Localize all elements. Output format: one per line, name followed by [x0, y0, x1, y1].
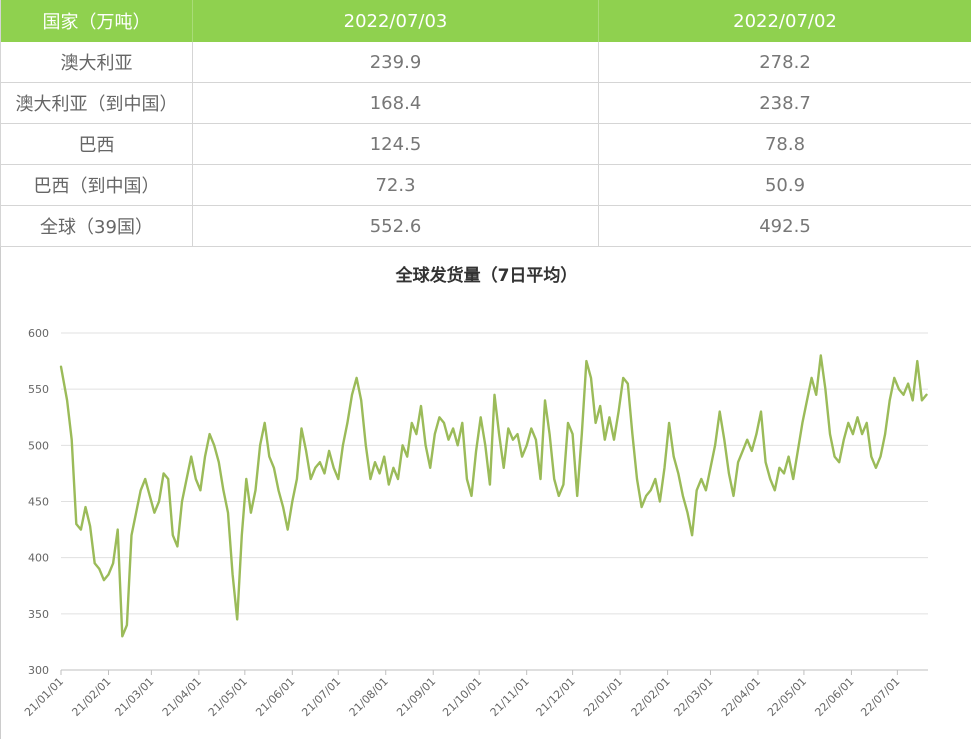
shipment-table: 国家（万吨） 2022/07/03 2022/07/02 澳大利亚 239.9 …: [0, 0, 971, 247]
x-tick-label: 21/03/01: [112, 675, 156, 719]
chart-title: 全球发货量（7日平均）: [395, 266, 578, 286]
table-row: 巴西 124.5 78.8: [0, 123, 971, 165]
y-tick-label: 350: [28, 608, 49, 621]
x-tick-label: 21/12/01: [534, 675, 578, 719]
table-row: 澳大利亚（到中国） 168.4 238.7: [0, 82, 971, 124]
y-tick-label: 550: [28, 383, 49, 396]
shipment-table-container: 国家（万吨） 2022/07/03 2022/07/02 澳大利亚 239.9 …: [0, 0, 971, 247]
header-country: 国家（万吨）: [0, 0, 193, 42]
x-tick-label: 21/06/01: [253, 675, 297, 719]
row-country: 巴西（到中国）: [0, 164, 193, 206]
x-tick-label: 21/01/01: [22, 675, 66, 719]
row-country: 澳大利亚（到中国）: [0, 82, 193, 124]
x-tick-label: 22/07/01: [858, 675, 902, 719]
header-date-2: 2022/07/02: [598, 0, 971, 42]
row-value-2: 78.8: [598, 123, 971, 165]
shipment-chart: 全球发货量（7日平均） 300 350 400 450 500 550 600 21/01/0…: [0, 247, 971, 739]
row-value-1: 168.4: [192, 82, 599, 124]
y-tick-label: 400: [28, 552, 49, 565]
row-country: 全球（39国）: [0, 205, 193, 247]
y-tick-label: 300: [28, 664, 49, 677]
row-value-1: 124.5: [192, 123, 599, 165]
x-tick-label: 21/11/01: [488, 675, 532, 719]
x-tick-label: 21/08/01: [347, 675, 391, 719]
x-tick-label: 22/02/01: [629, 675, 673, 719]
table-row: 巴西（到中国） 72.3 50.9: [0, 164, 971, 206]
x-tick-label: 22/03/01: [671, 675, 715, 719]
x-tick-label: 21/07/01: [299, 675, 343, 719]
y-tick-label: 500: [28, 439, 49, 452]
x-tick-label: 22/04/01: [719, 675, 763, 719]
table-row: 全球（39国） 552.6 492.5: [0, 205, 971, 247]
row-value-2: 492.5: [598, 205, 971, 247]
row-value-2: 50.9: [598, 164, 971, 206]
y-tick-label: 450: [28, 496, 49, 509]
row-value-1: 552.6: [192, 205, 599, 247]
row-value-1: 239.9: [192, 42, 599, 83]
row-country: 澳大利亚: [0, 42, 193, 83]
y-tick-label: 600: [28, 327, 49, 340]
row-value-2: 278.2: [598, 42, 971, 83]
x-tick-label: 21/05/01: [206, 675, 250, 719]
header-date-1: 2022/07/03: [192, 0, 599, 42]
row-country: 巴西: [0, 123, 193, 165]
x-tick-label: 21/10/01: [440, 675, 484, 719]
table-row: 澳大利亚 239.9 278.2: [0, 42, 971, 83]
x-tick-label: 21/09/01: [394, 675, 438, 719]
x-tick-label: 22/05/01: [765, 675, 809, 719]
row-value-1: 72.3: [192, 164, 599, 206]
x-tick-label: 22/06/01: [812, 675, 856, 719]
series-line: [59, 354, 928, 638]
x-tick-label: 22/01/01: [581, 675, 625, 719]
x-tick-label: 21/04/01: [160, 675, 204, 719]
row-value-2: 238.7: [598, 82, 971, 124]
table-header-row: 国家（万吨） 2022/07/03 2022/07/02: [0, 0, 971, 42]
x-tick-label: 21/02/01: [69, 675, 113, 719]
